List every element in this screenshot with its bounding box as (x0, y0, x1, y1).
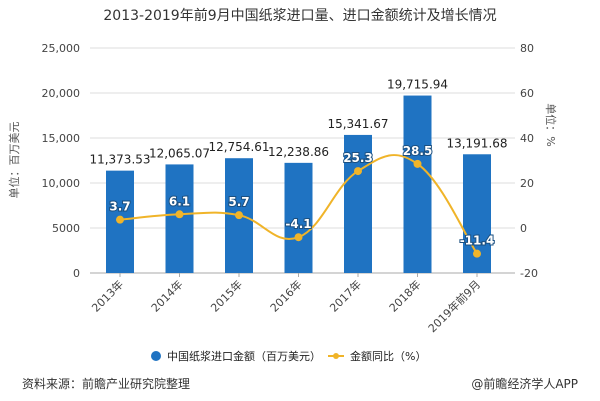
line-point (116, 215, 124, 224)
line-point (294, 233, 303, 242)
bar-label: 13,191.68 (446, 136, 507, 150)
source-note: 资料来源：前瞻产业研究院整理 (22, 377, 191, 391)
bar (344, 134, 372, 273)
line-point (175, 210, 184, 219)
line-label: 25.3 (343, 151, 373, 165)
x-tick-label: 2019年前9月 (425, 277, 483, 335)
bar (403, 95, 432, 273)
legend-line-dot (333, 353, 339, 359)
y-axis-label-left: 单位：百万美元 (7, 122, 21, 199)
line-label: 3.7 (109, 200, 130, 214)
x-tick-label: 2017年 (327, 277, 364, 314)
x-tick-label: 2016年 (267, 277, 304, 314)
y-tick-left: 25,000 (42, 42, 81, 55)
line-label: 6.1 (169, 194, 190, 208)
line-label: -4.1 (285, 217, 311, 231)
y-tick-right: 40 (520, 132, 534, 145)
legend-bar-label: 中国纸浆进口金额（百万美元） (167, 349, 321, 363)
line-point (235, 211, 243, 220)
y-tick-right: -20 (520, 267, 538, 280)
bar (165, 164, 194, 273)
x-tick-label: 2013年 (89, 277, 126, 314)
x-tick-label: 2014年 (148, 277, 185, 314)
x-tick-label: 2015年 (208, 277, 245, 314)
line-label: 28.5 (403, 144, 433, 158)
line-point (354, 167, 362, 176)
line-point (413, 159, 422, 168)
y-tick-left: 20,000 (42, 87, 81, 100)
bar-label: 15,341.67 (327, 117, 388, 131)
bar-label: 11,373.53 (89, 153, 150, 167)
bar (284, 162, 313, 273)
y-tick-right: 20 (520, 177, 534, 190)
y-tick-right: 80 (520, 42, 534, 55)
y-tick-left: 5000 (52, 222, 80, 235)
credit-note: @前瞻经济学人APP (471, 377, 578, 391)
y-tick-left: 15,000 (42, 132, 81, 145)
line-label: 5.7 (228, 195, 249, 209)
x-tick-label: 2018年 (386, 277, 423, 314)
y-tick-left: 10,000 (42, 177, 81, 190)
legend-line-label: 金额同比（%） (350, 349, 426, 363)
bar-label: 12,754.61 (208, 140, 269, 154)
line-point (473, 249, 481, 258)
y-tick-right: 0 (520, 222, 527, 235)
bar-label: 19,715.94 (387, 78, 448, 92)
y-tick-left: 0 (73, 267, 80, 280)
y-tick-right: 60 (520, 87, 534, 100)
line-label: -11.4 (460, 234, 495, 248)
legend-bar-marker (151, 351, 161, 361)
bar-label: 12,238.86 (268, 145, 329, 159)
y-axis-label-right: 单位：% (544, 103, 558, 146)
bar-label: 12,065.07 (149, 146, 210, 160)
chart-title: 2013-2019年前9月中国纸浆进口量、进口金额统计及增长情况 (103, 7, 496, 24)
